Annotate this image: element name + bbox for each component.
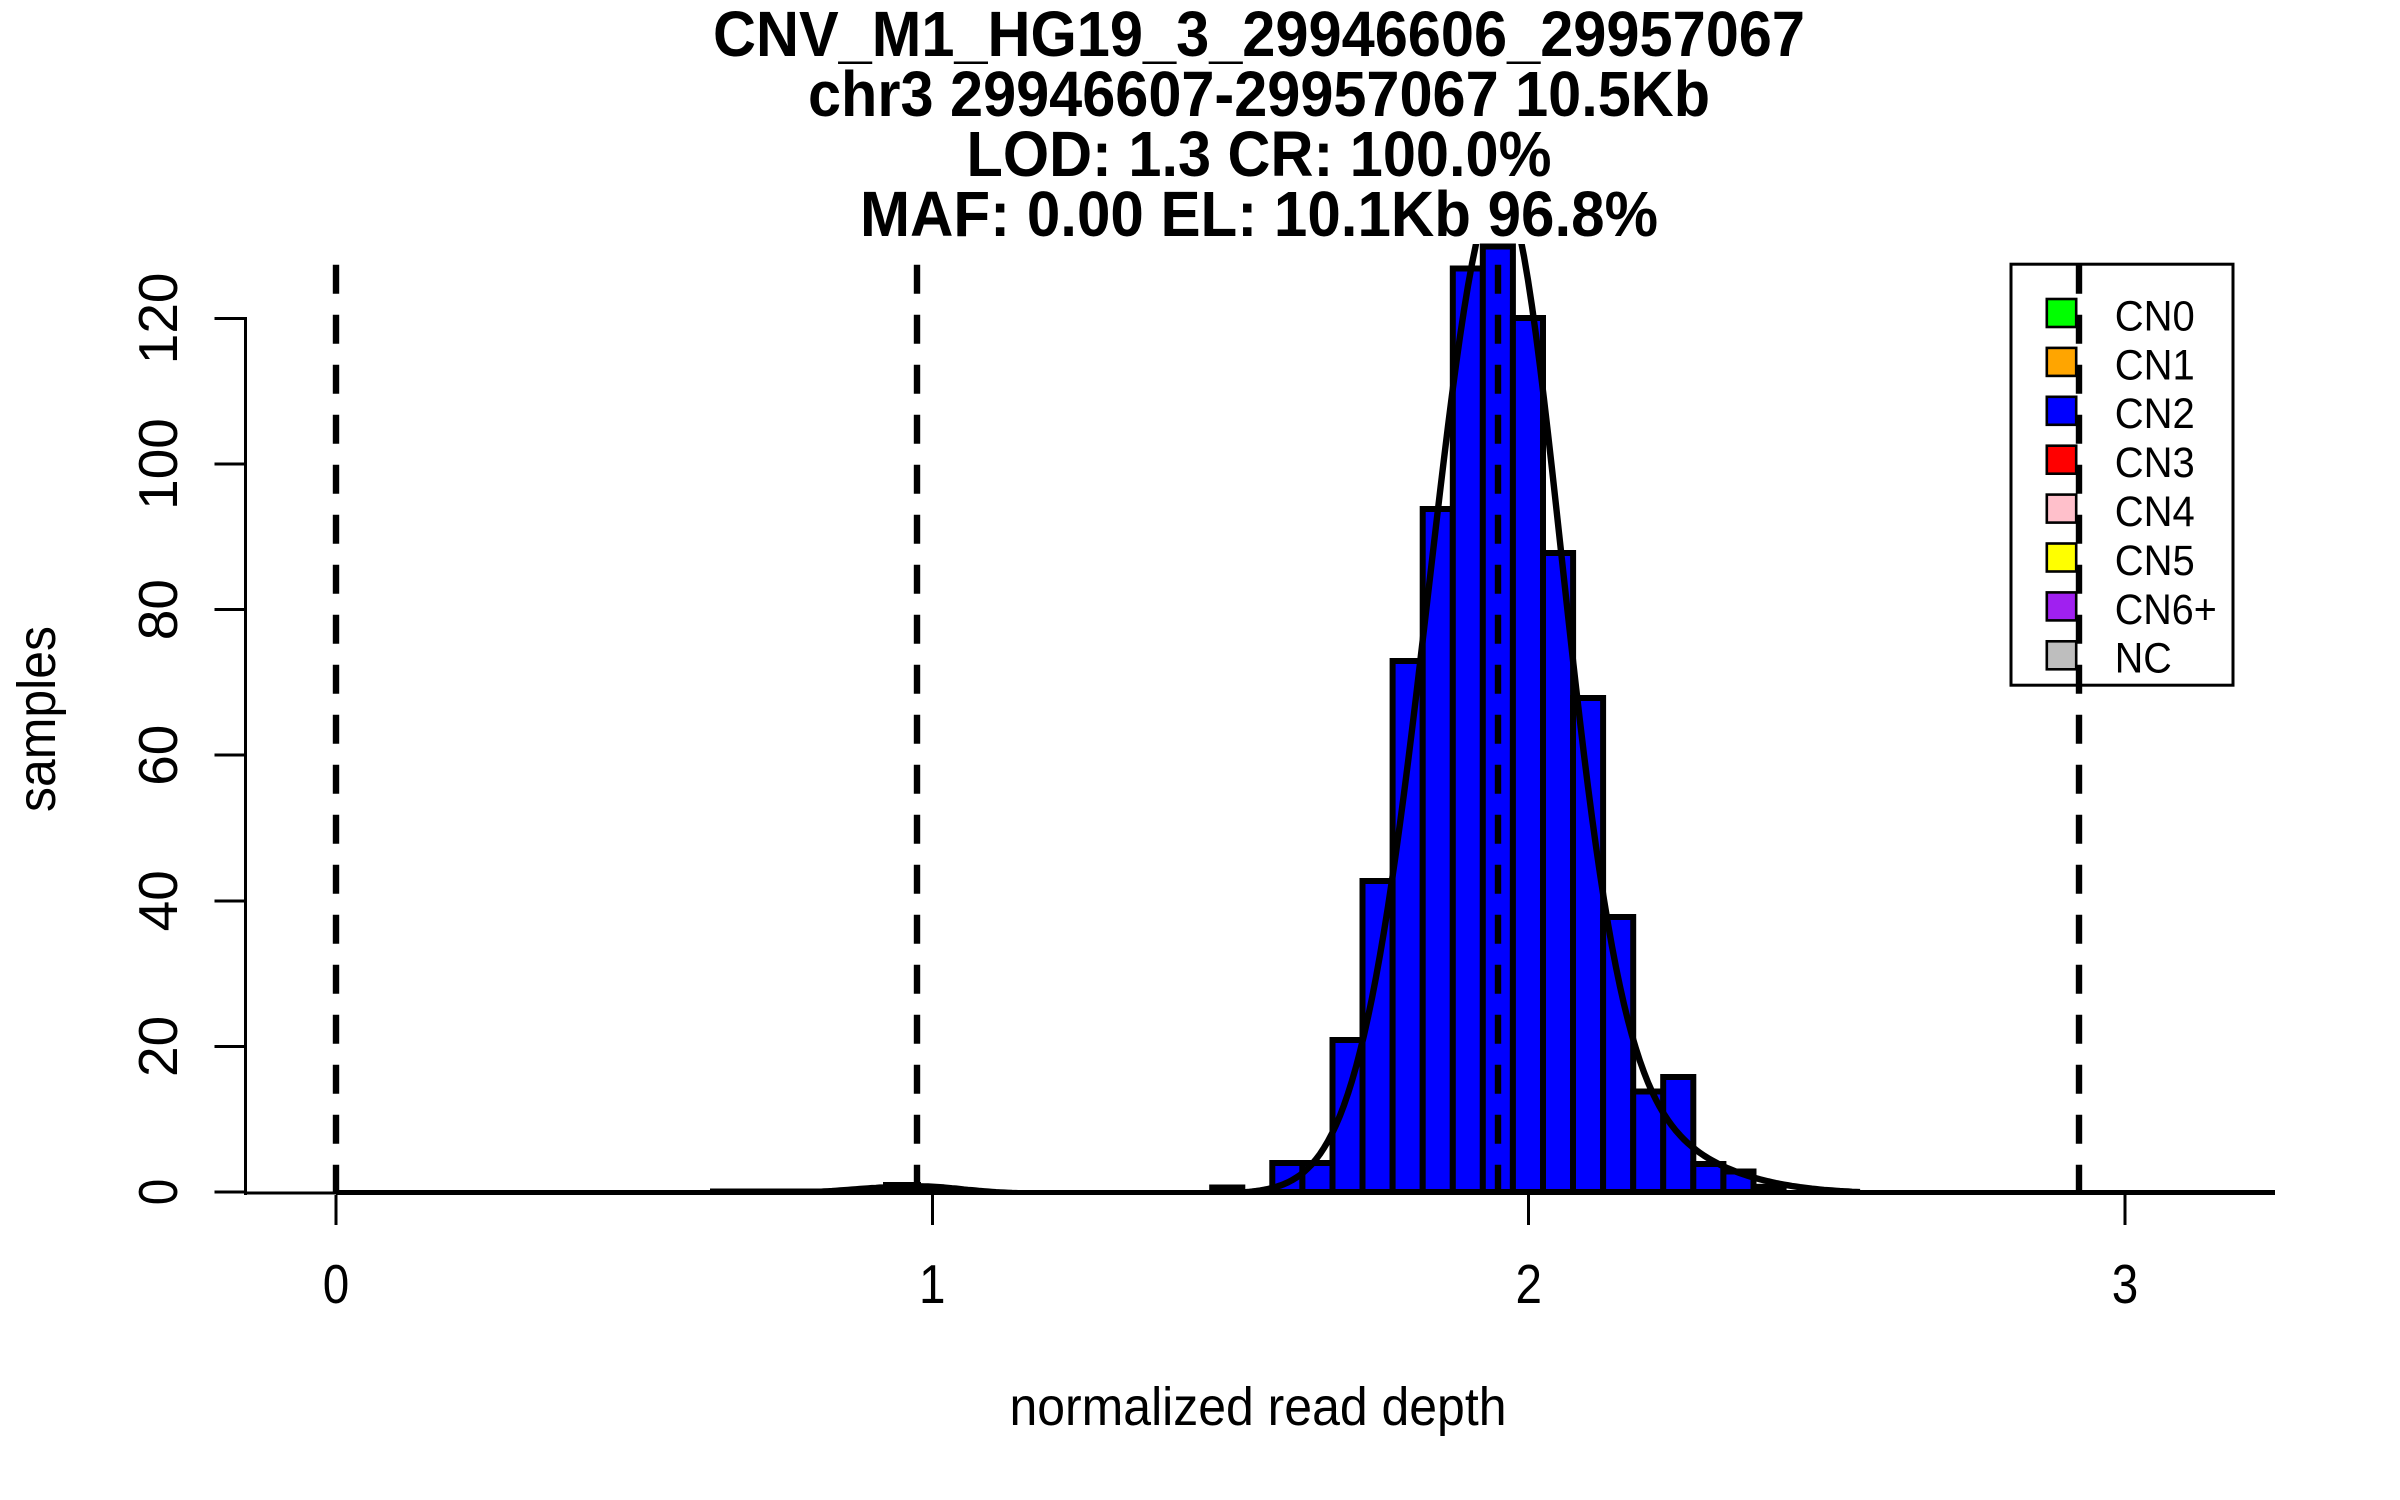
svg-text:MAF: 0.00 EL: 10.1Kb 96.8%: MAF: 0.00 EL: 10.1Kb 96.8% bbox=[860, 178, 1658, 250]
svg-text:CNV_M1_HG19_3_29946606_2995706: CNV_M1_HG19_3_29946606_29957067 bbox=[713, 0, 1805, 70]
svg-text:80: 80 bbox=[127, 579, 189, 640]
svg-text:samples: samples bbox=[8, 626, 67, 812]
svg-text:20: 20 bbox=[127, 1016, 189, 1077]
svg-text:100: 100 bbox=[127, 418, 189, 510]
svg-text:1: 1 bbox=[919, 1253, 946, 1315]
svg-text:CN3: CN3 bbox=[2115, 440, 2195, 487]
svg-text:120: 120 bbox=[127, 273, 189, 365]
svg-text:CN2: CN2 bbox=[2115, 391, 2195, 438]
svg-text:CN1: CN1 bbox=[2115, 342, 2195, 389]
svg-text:3: 3 bbox=[2112, 1253, 2139, 1315]
svg-text:CN5: CN5 bbox=[2115, 538, 2195, 585]
svg-text:CN0: CN0 bbox=[2115, 293, 2195, 340]
svg-text:40: 40 bbox=[127, 870, 189, 931]
svg-text:normalized read depth: normalized read depth bbox=[1010, 1378, 1507, 1437]
svg-text:LOD: 1.3 CR: 100.0%: LOD: 1.3 CR: 100.0% bbox=[967, 118, 1552, 190]
svg-text:0: 0 bbox=[323, 1253, 350, 1315]
svg-text:CN4: CN4 bbox=[2115, 489, 2195, 536]
svg-text:chr3 29946607-29957067 10.5Kb: chr3 29946607-29957067 10.5Kb bbox=[808, 58, 1710, 130]
svg-text:60: 60 bbox=[127, 725, 189, 786]
svg-text:NC: NC bbox=[2115, 636, 2172, 683]
svg-text:0: 0 bbox=[127, 1179, 189, 1206]
svg-text:CN6+: CN6+ bbox=[2115, 587, 2217, 634]
svg-text:2: 2 bbox=[1515, 1253, 1542, 1315]
